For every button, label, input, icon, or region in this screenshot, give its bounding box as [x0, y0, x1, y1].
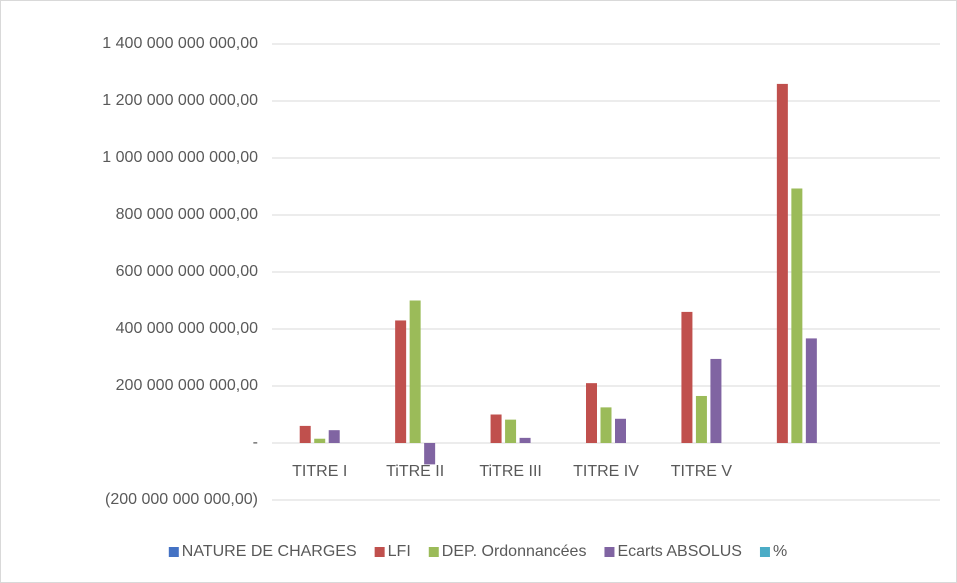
y-tick-label: 1 200 000 000 000,00 [102, 92, 258, 109]
legend-swatch [374, 547, 385, 557]
bar [328, 430, 340, 443]
bar [424, 443, 436, 465]
legend-label: Ecarts ABSOLUS [617, 543, 742, 560]
x-tick-label: TITRE I [292, 463, 347, 480]
bar [681, 311, 693, 443]
bar [586, 383, 597, 443]
bar [395, 320, 407, 443]
y-tick-label: 800 000 000 000,00 [116, 206, 258, 223]
bar [695, 395, 707, 443]
y-tick-label: - [253, 434, 258, 451]
y-tick-label: 1 000 000 000 000,00 [102, 149, 258, 166]
legend-label: % [773, 543, 787, 560]
legend-swatch [759, 547, 770, 557]
y-tick-label: 1 400 000 000 000,00 [102, 35, 258, 52]
legend-label: NATURE DE CHARGES [182, 543, 357, 560]
bar [409, 300, 421, 443]
x-tick-label: TiTRE II [386, 463, 444, 480]
bar [776, 83, 788, 444]
bar [490, 414, 502, 443]
bar [314, 438, 326, 443]
y-tick-label: 600 000 000 000,00 [116, 263, 258, 280]
legend-swatch [428, 547, 439, 557]
y-tick-label: 400 000 000 000,00 [116, 320, 258, 337]
legend-swatch [168, 547, 179, 557]
x-tick-label: TiTRE III [479, 463, 542, 480]
bar [600, 407, 612, 443]
bar [519, 437, 531, 443]
bar [505, 419, 517, 443]
bar [805, 338, 817, 443]
legend-swatch [604, 547, 615, 557]
bar [299, 425, 311, 443]
y-tick-label: 200 000 000 000,00 [116, 377, 258, 394]
x-tick-label: TITRE V [671, 463, 733, 480]
legend-label: LFI [388, 543, 411, 560]
x-tick-label: TITRE IV [573, 463, 639, 480]
bar [615, 418, 626, 443]
y-tick-label: (200 000 000 000,00) [105, 491, 258, 508]
bar [791, 188, 803, 443]
legend-label: DEP. Ordonnancées [442, 543, 587, 560]
bar [710, 358, 722, 443]
